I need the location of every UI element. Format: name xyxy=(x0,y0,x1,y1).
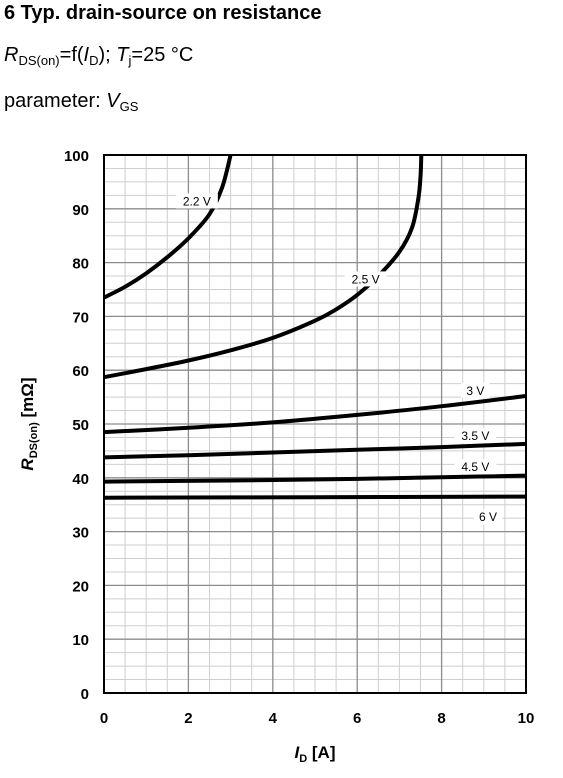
plot-frame xyxy=(103,154,527,694)
curve-4-5v xyxy=(103,473,527,484)
curve-2-5v xyxy=(103,154,424,380)
x-tick-labels: 0 2 4 6 8 10 xyxy=(100,710,535,727)
parameter-caption: parameter: VGS xyxy=(4,90,139,114)
y-tick-label: 0 xyxy=(81,686,89,703)
curve-label-background xyxy=(344,271,387,287)
minor-grid xyxy=(104,155,526,693)
curve-label-background xyxy=(175,193,218,209)
y-tick-label: 40 xyxy=(72,471,89,488)
y-tick-label: 20 xyxy=(72,578,89,595)
curve-label-background xyxy=(454,427,497,443)
parameter-v-subscript: GS xyxy=(119,99,139,114)
curve-labels: 2.2 V 2.5 V 3 V 3.5 V 4.5 V 6 V xyxy=(175,193,503,525)
curve-3-5v xyxy=(103,441,527,460)
caption-t-subscript: j xyxy=(128,53,132,68)
figure-title: 6 Typ. drain-source on resistance xyxy=(4,2,322,24)
x-tick-label: 0 xyxy=(100,710,108,727)
y-tick-labels: 0 10 20 30 40 50 60 70 80 90 100 xyxy=(64,148,89,703)
curve-label: 2.2 V xyxy=(183,194,211,208)
y-tick-label: 50 xyxy=(72,417,89,434)
curve-label: 6 V xyxy=(479,510,497,524)
y-tick-label: 70 xyxy=(72,309,89,326)
x-axis-label: ID [A] xyxy=(294,743,335,765)
x-axis-symbol: I xyxy=(294,743,300,762)
caption-i-subscript: D xyxy=(89,53,99,68)
y-tick-label: 80 xyxy=(72,256,89,273)
curve-3v xyxy=(103,394,527,435)
y-tick-label: 90 xyxy=(72,202,89,219)
function-caption: RDS(on)=f(ID); Tj=25 °C xyxy=(4,44,194,68)
curve-6v xyxy=(103,494,527,500)
caption-r-subscript: DS(on) xyxy=(18,53,60,68)
curve-label-background xyxy=(473,509,503,525)
curve-label-background xyxy=(454,459,497,475)
x-tick-label: 2 xyxy=(184,710,192,727)
x-axis-subscript: D xyxy=(299,753,307,765)
x-tick-label: 10 xyxy=(518,710,535,727)
caption-temperature-text: =25 °C xyxy=(131,44,194,66)
curves xyxy=(103,154,527,500)
curve-label: 4.5 V xyxy=(461,460,489,474)
curve-label: 3.5 V xyxy=(461,429,489,443)
x-axis-unit: [A] xyxy=(307,743,335,762)
x-tick-label: 6 xyxy=(353,710,361,727)
caption-separator-text: ); xyxy=(98,44,117,66)
x-tick-label: 8 xyxy=(437,710,445,727)
y-axis-label: RDS(on) [mΩ] xyxy=(18,377,40,470)
caption-mid-text: =f( xyxy=(59,44,84,66)
y-tick-label: 10 xyxy=(72,632,89,649)
parameter-prefix: parameter: xyxy=(4,90,107,112)
curve-2-2v xyxy=(103,154,233,300)
parameter-v-symbol: V xyxy=(106,90,120,112)
curve-label-background xyxy=(461,382,490,398)
curve-label: 3 V xyxy=(466,384,484,398)
y-tick-label: 60 xyxy=(72,363,89,380)
caption-t-symbol: T xyxy=(116,44,129,66)
x-tick-label: 4 xyxy=(269,710,278,727)
y-tick-label: 100 xyxy=(64,148,89,165)
y-axis-unit: [mΩ] xyxy=(18,377,37,422)
curve-label: 2.5 V xyxy=(352,272,380,286)
y-axis-subscript: DS(on) xyxy=(28,422,40,458)
y-tick-label: 30 xyxy=(72,525,89,542)
y-axis-symbol: R xyxy=(18,458,37,471)
caption-r-symbol: R xyxy=(4,44,19,66)
caption-i-symbol: I xyxy=(83,44,90,66)
